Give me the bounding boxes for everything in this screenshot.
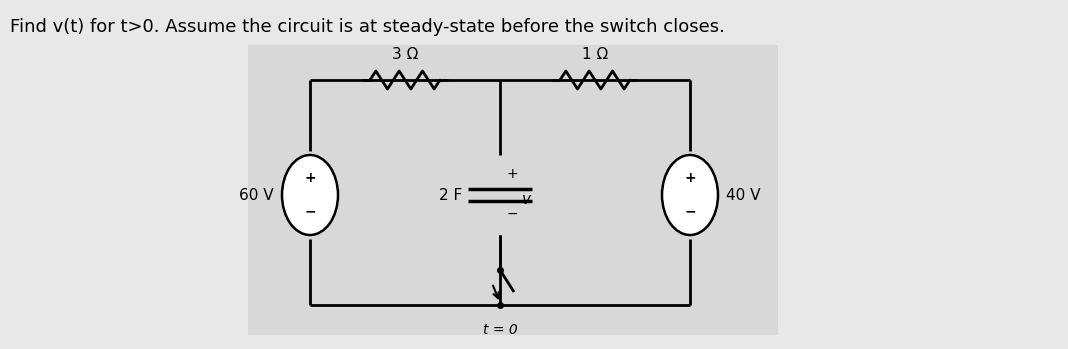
Text: +: + [685,171,696,185]
Text: t = 0: t = 0 [483,323,517,337]
Ellipse shape [662,155,718,235]
Text: 2 F: 2 F [439,187,462,202]
Text: +: + [304,171,316,185]
Text: 40 V: 40 V [726,187,760,202]
Text: 1 Ω: 1 Ω [582,47,608,62]
Text: Find v(t) for t>0. Assume the circuit is at steady-state before the switch close: Find v(t) for t>0. Assume the circuit is… [10,18,725,36]
Text: −: − [506,207,518,221]
Ellipse shape [282,155,337,235]
Bar [248,45,778,335]
Text: v: v [522,193,531,208]
Text: +: + [506,167,518,181]
Text: 60 V: 60 V [239,187,274,202]
Text: 3 Ω: 3 Ω [392,47,419,62]
Text: −: − [304,205,316,219]
Text: −: − [685,205,696,219]
